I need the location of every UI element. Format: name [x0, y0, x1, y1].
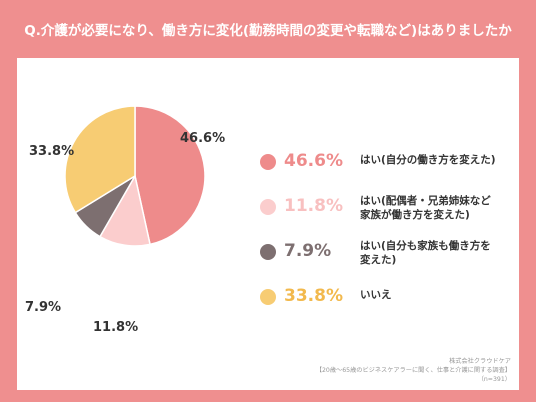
legend-label: はい(自分も家族も働き方を 変えた)	[360, 240, 491, 266]
legend-label: はい(配偶者・兄弟姉妹など 家族が働き方を変えた)	[360, 195, 491, 221]
legend-swatch	[260, 289, 276, 305]
pie-slice-3	[64, 105, 136, 214]
data-label-3: 33.8%	[29, 144, 75, 159]
legend-label: はい(自分の働き方を変えた)	[360, 154, 496, 166]
legend-swatch	[260, 244, 276, 260]
legend-pct: 11.8%	[284, 196, 343, 216]
legend-item: 33.8% いいえ	[260, 286, 520, 326]
data-label-1: 11.8%	[93, 320, 139, 335]
chart-card: 46.6% 11.8% 7.9% 33.8% 46.6% はい(自分の働き方を変…	[17, 58, 519, 390]
legend-item: 7.9% はい(自分も家族も働き方を 変えた)	[260, 240, 520, 281]
pie-slice-0	[134, 105, 206, 246]
legend-item: 11.8% はい(配偶者・兄弟姉妹など 家族が働き方を変えた)	[260, 195, 520, 236]
legend-swatch	[260, 199, 276, 215]
legend-item: 46.6% はい(自分の働き方を変えた)	[260, 151, 520, 191]
pie-chart	[64, 105, 206, 247]
source-survey: 【20歳〜65歳のビジネスケアラーに聞く、仕事と介護に関する調査】	[315, 367, 511, 374]
data-label-2: 7.9%	[25, 300, 62, 315]
source-n: （n=391）	[477, 376, 511, 383]
legend-swatch	[260, 154, 276, 170]
chart-title: Q.介護が必要になり、働き方に変化(勤務時間の変更や転職など)はありましたか	[24, 23, 512, 39]
legend-pct: 7.9%	[284, 241, 332, 261]
legend-pct: 46.6%	[284, 151, 343, 171]
data-label-0: 46.6%	[180, 131, 226, 146]
source-note: 株式会社クラウドケア 【20歳〜65歳のビジネスケアラーに聞く、仕事と介護に関す…	[316, 357, 511, 384]
legend-label: いいえ	[360, 289, 392, 301]
source-company: 株式会社クラウドケア	[449, 358, 511, 365]
legend-pct: 33.8%	[284, 286, 343, 306]
